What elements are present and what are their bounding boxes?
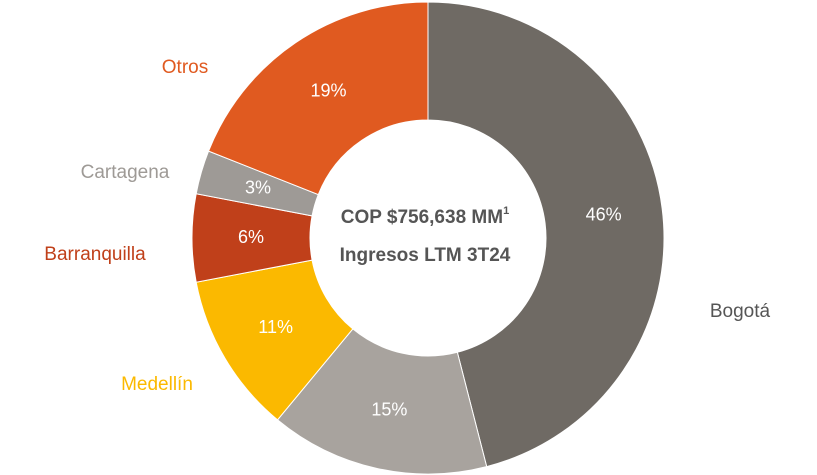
category-label: Cartagena xyxy=(81,162,170,183)
category-label: Bogotá xyxy=(710,301,771,322)
value-label: 11% xyxy=(258,317,293,337)
donut-segment xyxy=(207,1,429,196)
category-label: Otros xyxy=(162,57,208,78)
category-label: Barranquilla xyxy=(44,244,146,265)
center-total: COP $756,638 MM xyxy=(341,207,503,228)
value-label: 6% xyxy=(238,227,264,247)
donut-segment xyxy=(276,328,488,475)
value-label: 15% xyxy=(371,399,407,419)
category-label: Medellín xyxy=(121,374,193,395)
center-line: COP $756,638 MM1 xyxy=(341,205,509,228)
donut-segment xyxy=(427,1,665,468)
value-label: 19% xyxy=(310,80,346,100)
value-label: 46% xyxy=(586,205,622,225)
value-label: 3% xyxy=(245,177,271,197)
center-subtitle: Ingresos LTM 3T24 xyxy=(340,245,511,266)
footnote-mark: 1 xyxy=(503,205,509,217)
